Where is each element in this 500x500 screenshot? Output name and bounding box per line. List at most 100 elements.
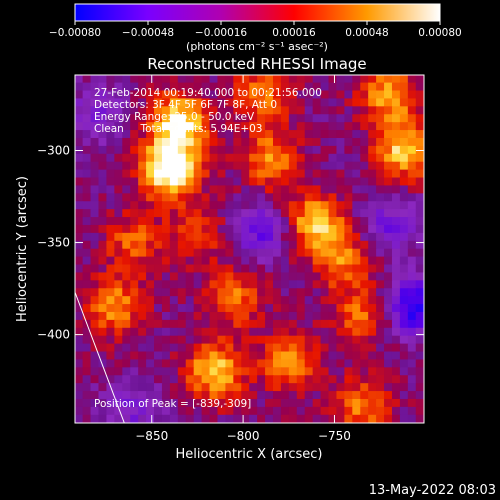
heatmap-cell xyxy=(280,145,290,155)
heatmap-cell xyxy=(241,98,250,107)
heatmap-cell xyxy=(296,319,306,329)
heatmap-cell xyxy=(296,130,306,139)
heatmap-cell xyxy=(320,351,330,361)
heatmap-cell xyxy=(82,145,92,155)
heatmap-cell xyxy=(217,406,227,416)
heatmap-cell xyxy=(146,82,155,92)
heatmap-cell xyxy=(193,288,203,297)
heatmap-cell xyxy=(98,114,108,123)
heatmap-cell xyxy=(154,391,163,400)
heatmap-cell xyxy=(130,375,139,384)
heatmap-cell xyxy=(360,375,369,384)
heatmap-cell xyxy=(82,264,92,274)
heatmap-cell xyxy=(265,256,274,266)
heatmap-cell xyxy=(336,169,345,179)
heatmap-cell xyxy=(217,153,227,163)
heatmap-cell xyxy=(75,414,84,423)
heatmap-cell xyxy=(312,319,322,329)
heatmap-cell xyxy=(201,327,211,337)
heatmap-cell xyxy=(384,311,393,321)
heatmap-cell xyxy=(399,177,409,187)
heatmap-cell xyxy=(312,256,322,266)
heatmap-cell xyxy=(225,406,234,416)
heatmap-cell xyxy=(233,327,242,337)
heatmap-cell xyxy=(225,391,234,400)
heatmap-cell xyxy=(312,193,322,202)
heatmap-cell xyxy=(320,327,330,337)
heatmap-cell xyxy=(407,75,417,84)
heatmap-cell xyxy=(161,130,171,139)
heatmap-cell xyxy=(257,272,266,281)
heatmap-cell xyxy=(257,145,266,155)
heatmap-cell xyxy=(241,319,250,329)
heatmap-cell xyxy=(328,82,338,92)
heatmap-cell xyxy=(122,383,131,392)
heatmap-cell xyxy=(154,90,163,100)
heatmap-cell xyxy=(399,217,409,226)
heatmap-cell xyxy=(138,106,147,115)
heatmap-cell xyxy=(82,232,92,242)
heatmap-cell xyxy=(225,130,234,139)
heatmap-cell xyxy=(98,130,108,139)
heatmap-cell xyxy=(376,185,385,194)
heatmap-cell xyxy=(114,383,123,392)
heatmap-cell xyxy=(209,145,219,155)
heatmap-cell xyxy=(114,161,123,171)
heatmap-cell xyxy=(233,169,242,179)
heatmap-cell xyxy=(130,177,139,187)
heatmap-cell xyxy=(320,311,330,321)
heatmap-cell xyxy=(161,232,171,242)
heatmap-cell xyxy=(146,98,155,107)
heatmap-cell xyxy=(138,391,147,400)
heatmap-cell xyxy=(288,114,298,123)
heatmap-cell xyxy=(241,367,250,376)
heatmap-cell xyxy=(241,82,250,92)
heatmap-cell xyxy=(312,185,322,194)
heatmap-cell xyxy=(193,232,203,242)
heatmap-cell xyxy=(154,240,163,250)
heatmap-cell xyxy=(280,185,290,194)
heatmap-cell xyxy=(106,359,115,368)
heatmap-cell xyxy=(328,264,338,274)
heatmap-cell xyxy=(233,414,242,423)
heatmap-cell xyxy=(98,98,108,107)
heatmap-cell xyxy=(82,106,92,115)
heatmap-cell xyxy=(75,335,84,345)
heatmap-cell xyxy=(233,130,242,139)
heatmap-cell xyxy=(161,367,171,376)
heatmap-cell xyxy=(328,122,338,131)
heatmap-cell xyxy=(312,248,322,258)
heatmap-cell xyxy=(399,351,409,361)
heatmap-cell xyxy=(98,288,108,297)
heatmap-cell xyxy=(209,406,219,416)
heatmap-cell xyxy=(336,343,345,353)
heatmap-cell xyxy=(233,288,242,297)
heatmap-cell xyxy=(201,367,211,376)
heatmap-cell xyxy=(114,256,123,266)
heatmap-cell xyxy=(320,375,330,384)
heatmap-cell xyxy=(106,232,115,242)
heatmap-cell xyxy=(106,122,115,131)
heatmap-cell xyxy=(296,398,306,408)
heatmap-cell xyxy=(391,335,401,345)
heatmap-cell xyxy=(146,272,155,281)
heatmap-cell xyxy=(336,232,345,242)
heatmap-cell xyxy=(146,414,155,423)
heatmap-cell xyxy=(169,311,179,321)
heatmap-cell xyxy=(320,272,330,281)
heatmap-cell xyxy=(336,114,345,123)
heatmap-cell xyxy=(177,327,187,337)
heatmap-cell xyxy=(320,367,330,376)
heatmap-cell xyxy=(407,351,417,361)
heatmap-cell xyxy=(312,406,322,416)
heatmap-cell xyxy=(225,367,234,376)
heatmap-cell xyxy=(209,130,219,139)
heatmap-cell xyxy=(352,375,361,384)
heatmap-cell xyxy=(288,414,298,423)
heatmap-cell xyxy=(154,272,163,281)
heatmap-cell xyxy=(399,280,409,289)
heatmap-cell xyxy=(336,90,345,100)
heatmap-cell xyxy=(233,177,242,187)
heatmap-cell xyxy=(114,240,123,250)
heatmap-cell xyxy=(344,106,353,115)
